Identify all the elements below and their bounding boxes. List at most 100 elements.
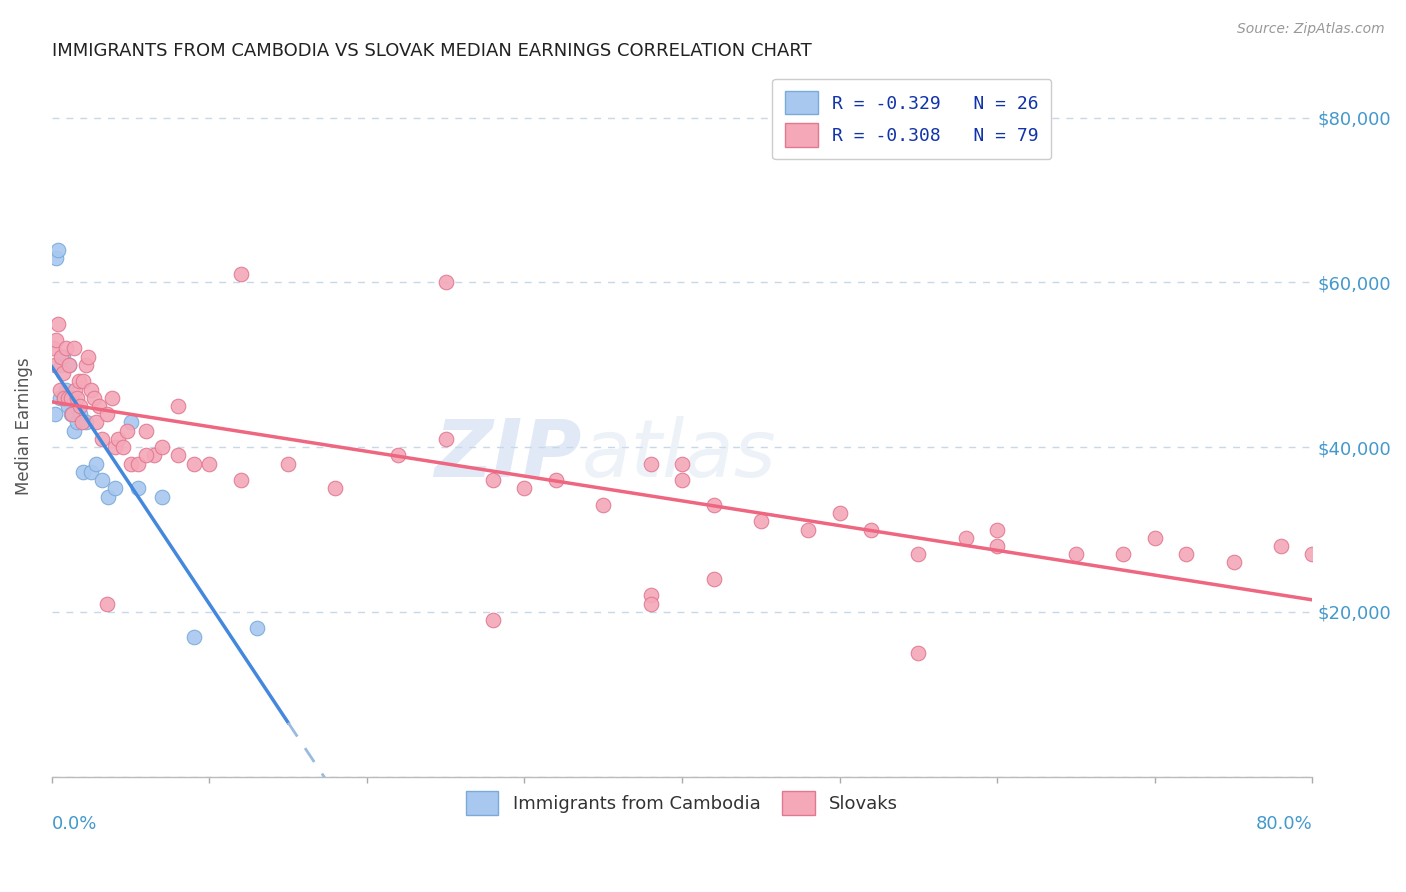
Point	[127, 482, 149, 496]
Point	[166, 449, 188, 463]
Point	[749, 514, 772, 528]
Point	[120, 416, 142, 430]
Text: ZIP: ZIP	[434, 416, 581, 493]
Point	[1112, 547, 1135, 561]
Point	[84, 416, 107, 430]
Point	[150, 490, 173, 504]
Point	[828, 506, 851, 520]
Legend: Immigrants from Cambodia, Slovaks: Immigrants from Cambodia, Slovaks	[457, 782, 907, 823]
Point	[166, 399, 188, 413]
Point	[907, 547, 929, 561]
Point	[56, 391, 79, 405]
Point	[150, 440, 173, 454]
Point	[58, 358, 80, 372]
Point	[51, 350, 73, 364]
Point	[62, 342, 84, 356]
Point	[229, 473, 252, 487]
Point	[183, 457, 205, 471]
Point	[58, 358, 80, 372]
Point	[69, 407, 91, 421]
Point	[434, 276, 457, 290]
Point	[671, 457, 693, 471]
Y-axis label: Median Earnings: Median Earnings	[15, 358, 32, 495]
Point	[640, 589, 662, 603]
Point	[80, 383, 103, 397]
Point	[53, 391, 76, 405]
Text: 0.0%: 0.0%	[52, 815, 97, 833]
Point	[55, 383, 77, 397]
Point	[59, 407, 82, 421]
Point	[48, 383, 70, 397]
Point	[52, 350, 75, 364]
Point	[52, 366, 75, 380]
Point	[183, 630, 205, 644]
Point	[671, 473, 693, 487]
Point	[44, 407, 66, 421]
Point	[277, 457, 299, 471]
Point	[84, 457, 107, 471]
Point	[482, 473, 505, 487]
Point	[75, 358, 97, 372]
Point	[44, 358, 66, 372]
Point	[513, 482, 536, 496]
Point	[143, 449, 166, 463]
Point	[135, 424, 157, 438]
Point	[42, 342, 65, 356]
Point	[1301, 547, 1323, 561]
Point	[640, 597, 662, 611]
Point	[96, 597, 118, 611]
Point	[51, 358, 73, 372]
Point	[72, 374, 94, 388]
Point	[229, 267, 252, 281]
Text: IMMIGRANTS FROM CAMBODIA VS SLOVAK MEDIAN EARNINGS CORRELATION CHART: IMMIGRANTS FROM CAMBODIA VS SLOVAK MEDIA…	[52, 42, 811, 60]
Point	[104, 440, 127, 454]
Point	[986, 539, 1008, 553]
Point	[107, 432, 129, 446]
Point	[46, 243, 69, 257]
Point	[986, 523, 1008, 537]
Point	[703, 498, 725, 512]
Point	[45, 251, 67, 265]
Point	[544, 473, 567, 487]
Point	[65, 383, 87, 397]
Point	[56, 399, 79, 413]
Point	[91, 432, 114, 446]
Point	[640, 457, 662, 471]
Point	[60, 407, 83, 421]
Point	[860, 523, 883, 537]
Point	[120, 457, 142, 471]
Point	[482, 613, 505, 627]
Text: atlas: atlas	[581, 416, 776, 493]
Point	[1270, 539, 1292, 553]
Point	[55, 342, 77, 356]
Point	[434, 432, 457, 446]
Point	[45, 333, 67, 347]
Point	[703, 572, 725, 586]
Point	[59, 391, 82, 405]
Point	[592, 498, 614, 512]
Point	[77, 350, 100, 364]
Point	[46, 317, 69, 331]
Point	[53, 391, 76, 405]
Point	[111, 440, 134, 454]
Point	[83, 391, 105, 405]
Point	[72, 465, 94, 479]
Text: 80.0%: 80.0%	[1256, 815, 1312, 833]
Point	[87, 399, 110, 413]
Point	[198, 457, 221, 471]
Point	[100, 391, 122, 405]
Point	[66, 416, 89, 430]
Point	[797, 523, 820, 537]
Point	[1064, 547, 1087, 561]
Point	[135, 449, 157, 463]
Point	[67, 374, 90, 388]
Point	[1143, 531, 1166, 545]
Point	[907, 646, 929, 660]
Point	[325, 482, 347, 496]
Text: Source: ZipAtlas.com: Source: ZipAtlas.com	[1237, 22, 1385, 37]
Point	[48, 391, 70, 405]
Point	[96, 407, 118, 421]
Point	[387, 449, 409, 463]
Point	[1222, 556, 1244, 570]
Point	[127, 457, 149, 471]
